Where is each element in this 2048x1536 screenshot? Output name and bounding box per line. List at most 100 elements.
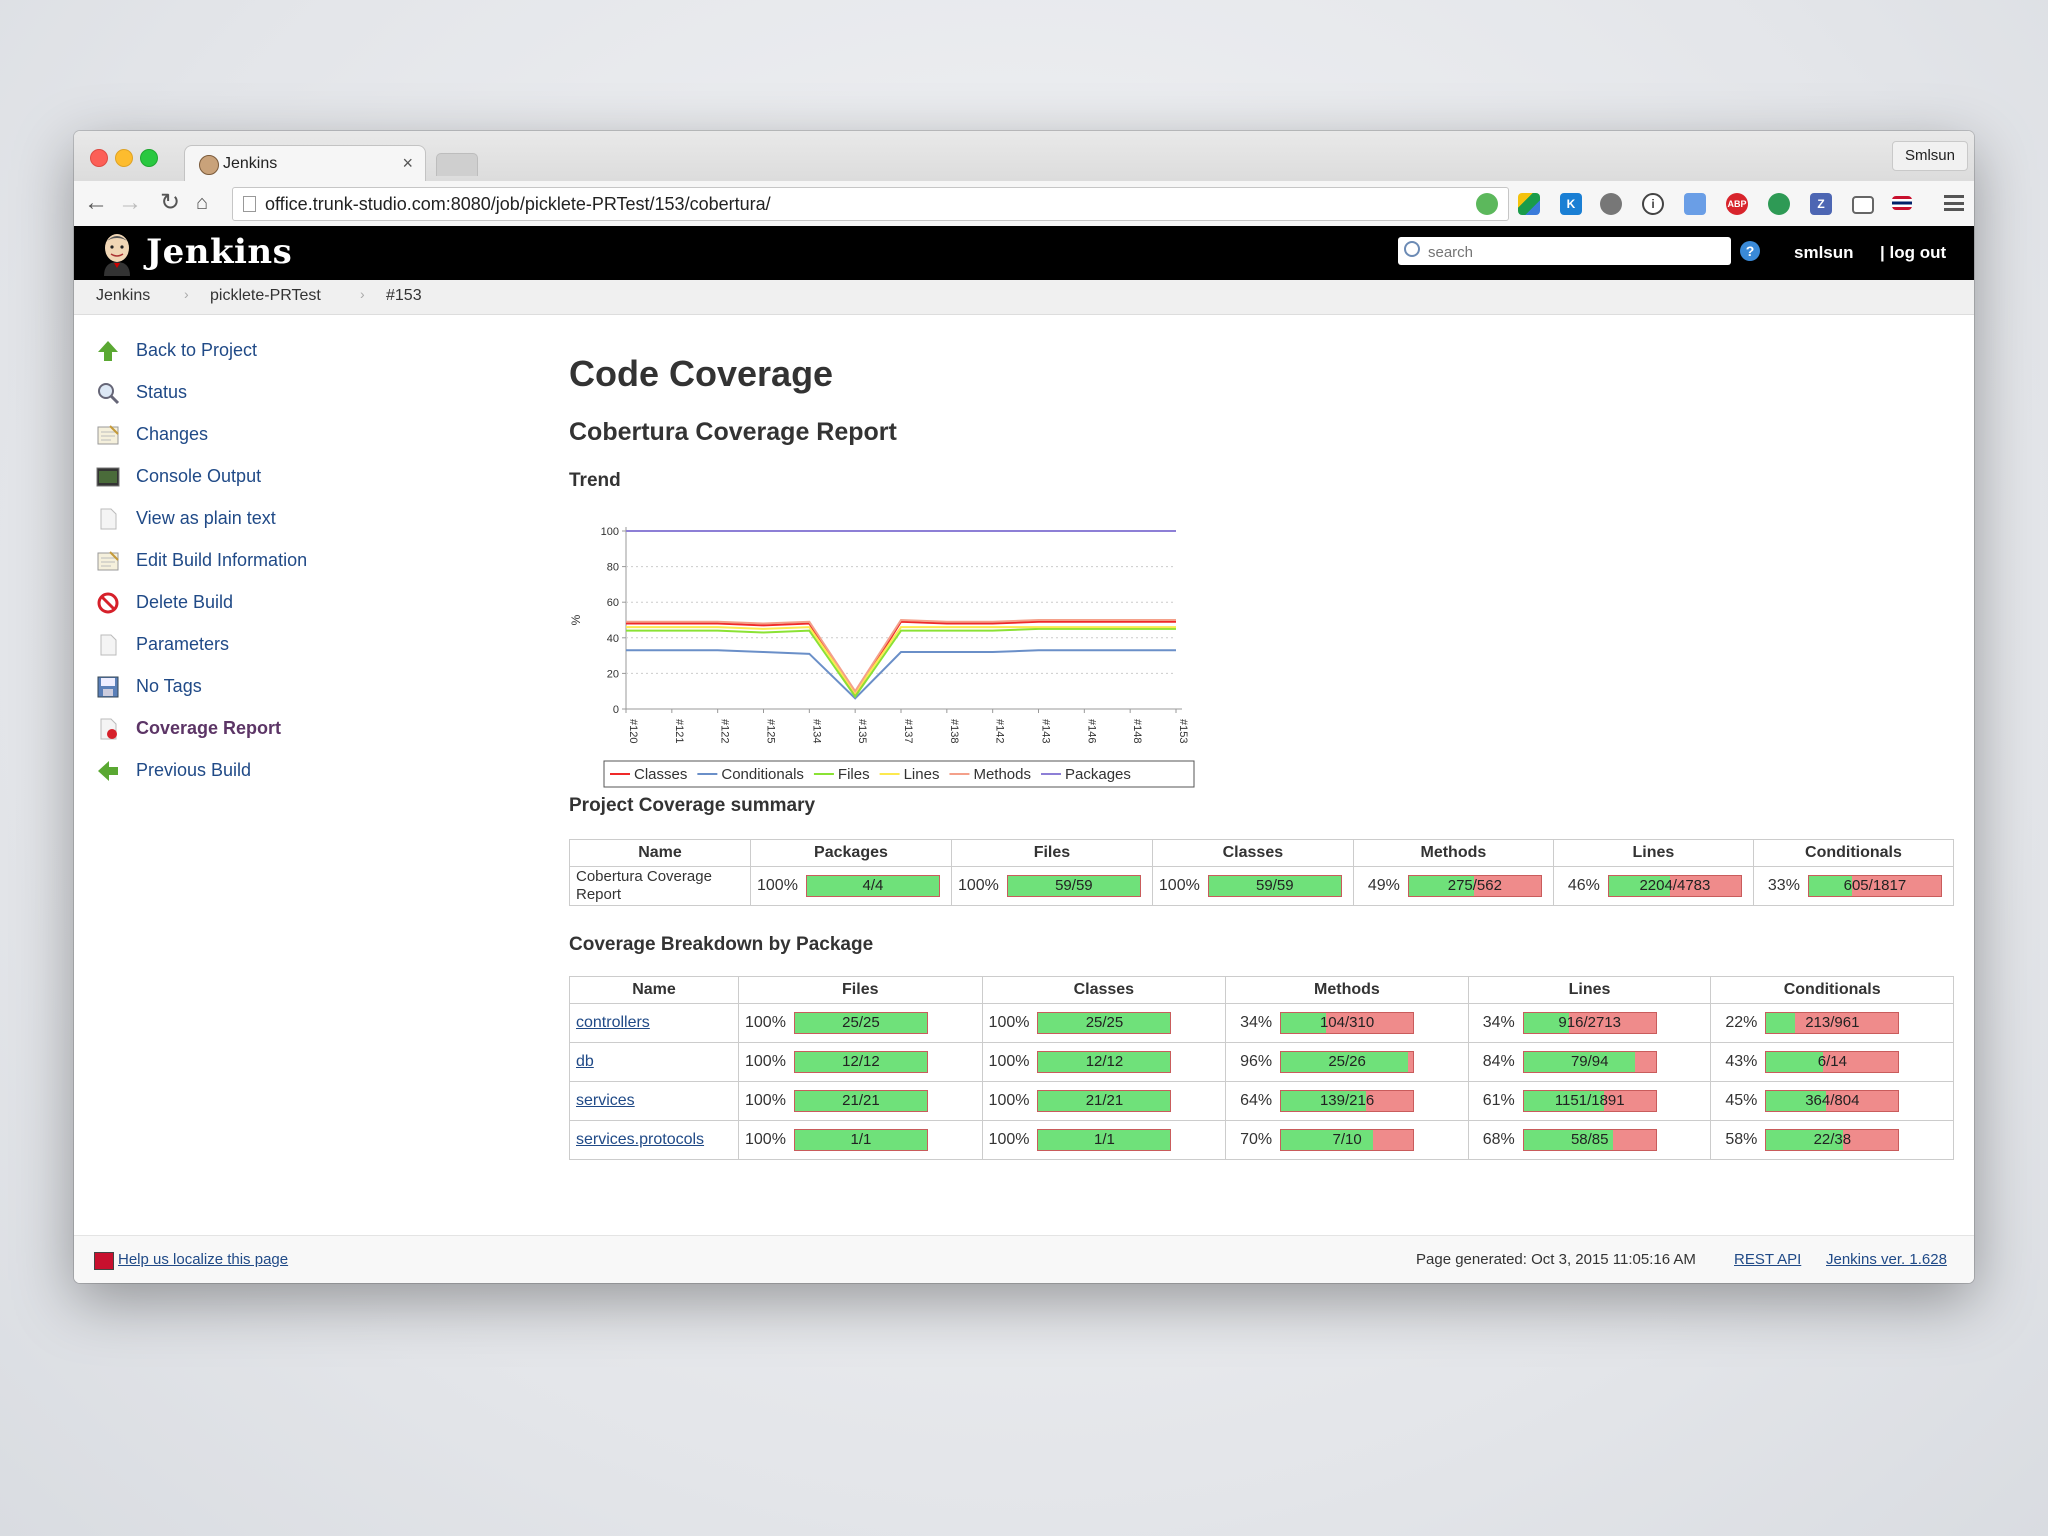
column-header: Classes: [1151, 839, 1354, 867]
sidebar-item-parameters[interactable]: Parameters: [96, 630, 416, 662]
files-percent: 100%: [950, 866, 1003, 906]
jenkins-butler-logo[interactable]: [98, 232, 136, 276]
drive-icon[interactable]: [1518, 193, 1540, 215]
chrome-menu-icon[interactable]: [1944, 195, 1964, 211]
ext-icon[interactable]: [1600, 193, 1622, 215]
address-bar[interactable]: office.trunk-studio.com:8080/job/picklet…: [232, 187, 1509, 221]
coverage-ratio: 2204/4783: [1639, 877, 1711, 894]
coverage-bar-fill: [1038, 1052, 1171, 1072]
profile-button[interactable]: Smlsun: [1891, 141, 1968, 171]
document-icon: [100, 634, 117, 656]
packages-bar-cell: 4/4: [801, 866, 952, 906]
lines-bar-cell: 2204/4783: [1603, 866, 1754, 906]
breadcrumb-project[interactable]: picklete-PRTest: [210, 287, 321, 304]
close-window-button[interactable]: [90, 149, 108, 167]
conditionals-bar-cell: 22/38: [1761, 1120, 1955, 1160]
x-tick-label: #121: [673, 719, 685, 743]
breakdown-heading: Coverage Breakdown by Package: [569, 934, 874, 955]
sidebar-item-previous-build[interactable]: Previous Build: [96, 756, 416, 788]
classes-bar-cell: 21/21: [1033, 1081, 1227, 1121]
coverage-ratio: 25/26: [1328, 1053, 1366, 1070]
coverage-bar: 59/59: [1006, 875, 1141, 897]
package-link[interactable]: db: [576, 1053, 594, 1070]
browser-tab[interactable]: Jenkins ×: [184, 145, 426, 182]
coverage-ratio: 275/562: [1447, 877, 1502, 894]
translate-icon[interactable]: [1684, 193, 1706, 215]
cast-icon[interactable]: [1852, 196, 1874, 214]
logout-link[interactable]: | log out: [1880, 243, 1947, 262]
sidebar-item-edit-build-information[interactable]: Edit Build Information: [96, 546, 416, 578]
coverage-ratio: 59/59: [1256, 877, 1294, 894]
conditionals-percent: 43%: [1710, 1042, 1762, 1082]
search-input[interactable]: [1426, 240, 1720, 264]
sidebar-item-console-output[interactable]: Console Output: [96, 462, 416, 494]
sidebar-item-view-as-plain-text[interactable]: View as plain text: [96, 504, 416, 536]
classes-bar-cell: 1/1: [1033, 1120, 1227, 1160]
methods-percent: 64%: [1225, 1081, 1277, 1121]
package-link[interactable]: services: [576, 1092, 635, 1109]
sidebar-item-status[interactable]: Status: [96, 378, 416, 410]
jenkins-version-link[interactable]: Jenkins ver. 1.628: [1826, 1251, 1947, 1268]
classes-percent: 100%: [981, 1081, 1034, 1121]
coverage-ratio: 916/2713: [1558, 1014, 1621, 1031]
coverage-ratio: 25/25: [842, 1014, 880, 1031]
klout-icon[interactable]: K: [1560, 193, 1582, 215]
sidebar-item-no-tags[interactable]: No Tags: [96, 672, 416, 704]
coverage-ratio: 4/4: [862, 877, 884, 894]
maximize-window-button[interactable]: [140, 149, 158, 167]
back-icon[interactable]: ←: [84, 189, 108, 216]
evernote-icon[interactable]: [1476, 193, 1498, 215]
coverage-ratio: 6/14: [1817, 1053, 1847, 1070]
search-box[interactable]: [1398, 237, 1731, 265]
help-icon[interactable]: ?: [1740, 241, 1760, 261]
series-line-conditionals: [626, 649, 1176, 700]
sidebar-item-delete-build[interactable]: Delete Build: [96, 588, 416, 620]
header-row: Name Files Classes Methods Lines Conditionals: [569, 976, 1954, 1004]
package-link[interactable]: services.protocols: [576, 1131, 705, 1148]
minimize-window-button[interactable]: [115, 149, 133, 167]
flag-icon[interactable]: [1892, 196, 1912, 210]
x-tick-label: #135: [856, 719, 868, 743]
home-icon[interactable]: ⌂: [196, 192, 209, 214]
coverage-bar-fill: [1281, 1013, 1326, 1033]
jenkins-logo-text[interactable]: Jenkins: [146, 232, 293, 272]
package-link[interactable]: controllers: [576, 1014, 650, 1031]
onepassword-icon[interactable]: i: [1642, 193, 1664, 215]
sidebar-item-back-to-project[interactable]: Back to Project: [96, 336, 416, 368]
breadcrumb: Jenkins › picklete-PRTest › #153: [74, 280, 1974, 315]
legend-label: Methods: [973, 766, 1031, 783]
column-header: Lines: [1467, 976, 1712, 1004]
coverage-bar: 12/12: [1037, 1051, 1172, 1073]
wunderlist-icon[interactable]: [1768, 193, 1790, 215]
series-line-methods: [626, 618, 1176, 694]
methods-bar-cell: 7/10: [1276, 1120, 1469, 1160]
adblock-icon[interactable]: ABP: [1726, 193, 1748, 215]
classes-bar-cell: 25/25: [1033, 1003, 1227, 1043]
reload-icon[interactable]: ↻: [160, 189, 181, 216]
coverage-ratio: 58/85: [1570, 1131, 1609, 1148]
breadcrumb-jenkins[interactable]: Jenkins: [96, 287, 151, 304]
x-tick-label: #137: [902, 719, 914, 743]
user-link[interactable]: smlsun: [1794, 243, 1854, 262]
files-bar-cell: 25/25: [789, 1003, 983, 1043]
zotero-icon[interactable]: Z: [1810, 193, 1832, 215]
coverage-bar: 21/21: [793, 1090, 928, 1112]
sidebar-item-changes[interactable]: Changes: [96, 420, 416, 452]
rest-api-link[interactable]: REST API: [1734, 1251, 1802, 1268]
coverage-bar-fill: [1523, 1130, 1614, 1150]
coverage-ratio: 59/59: [1055, 877, 1093, 894]
localize-link[interactable]: Help us localize this page: [118, 1251, 289, 1268]
forward-icon[interactable]: →: [118, 189, 142, 216]
close-tab-icon[interactable]: ×: [402, 153, 413, 173]
breadcrumb-build[interactable]: #153: [386, 287, 422, 304]
new-tab-button[interactable]: [436, 153, 478, 176]
files-bar-cell: 1/1: [789, 1120, 983, 1160]
logout-label: log out: [1889, 243, 1947, 262]
sidebar-item-coverage-report[interactable]: Coverage Report: [96, 714, 416, 746]
conditionals-percent: 58%: [1710, 1120, 1762, 1160]
column-header: Files: [738, 976, 983, 1004]
column-header: Classes: [981, 976, 1227, 1004]
coverage-bar-fill: [1007, 876, 1140, 896]
notepad-icon: [97, 425, 119, 445]
coverage-ratio: 104/310: [1319, 1014, 1375, 1031]
